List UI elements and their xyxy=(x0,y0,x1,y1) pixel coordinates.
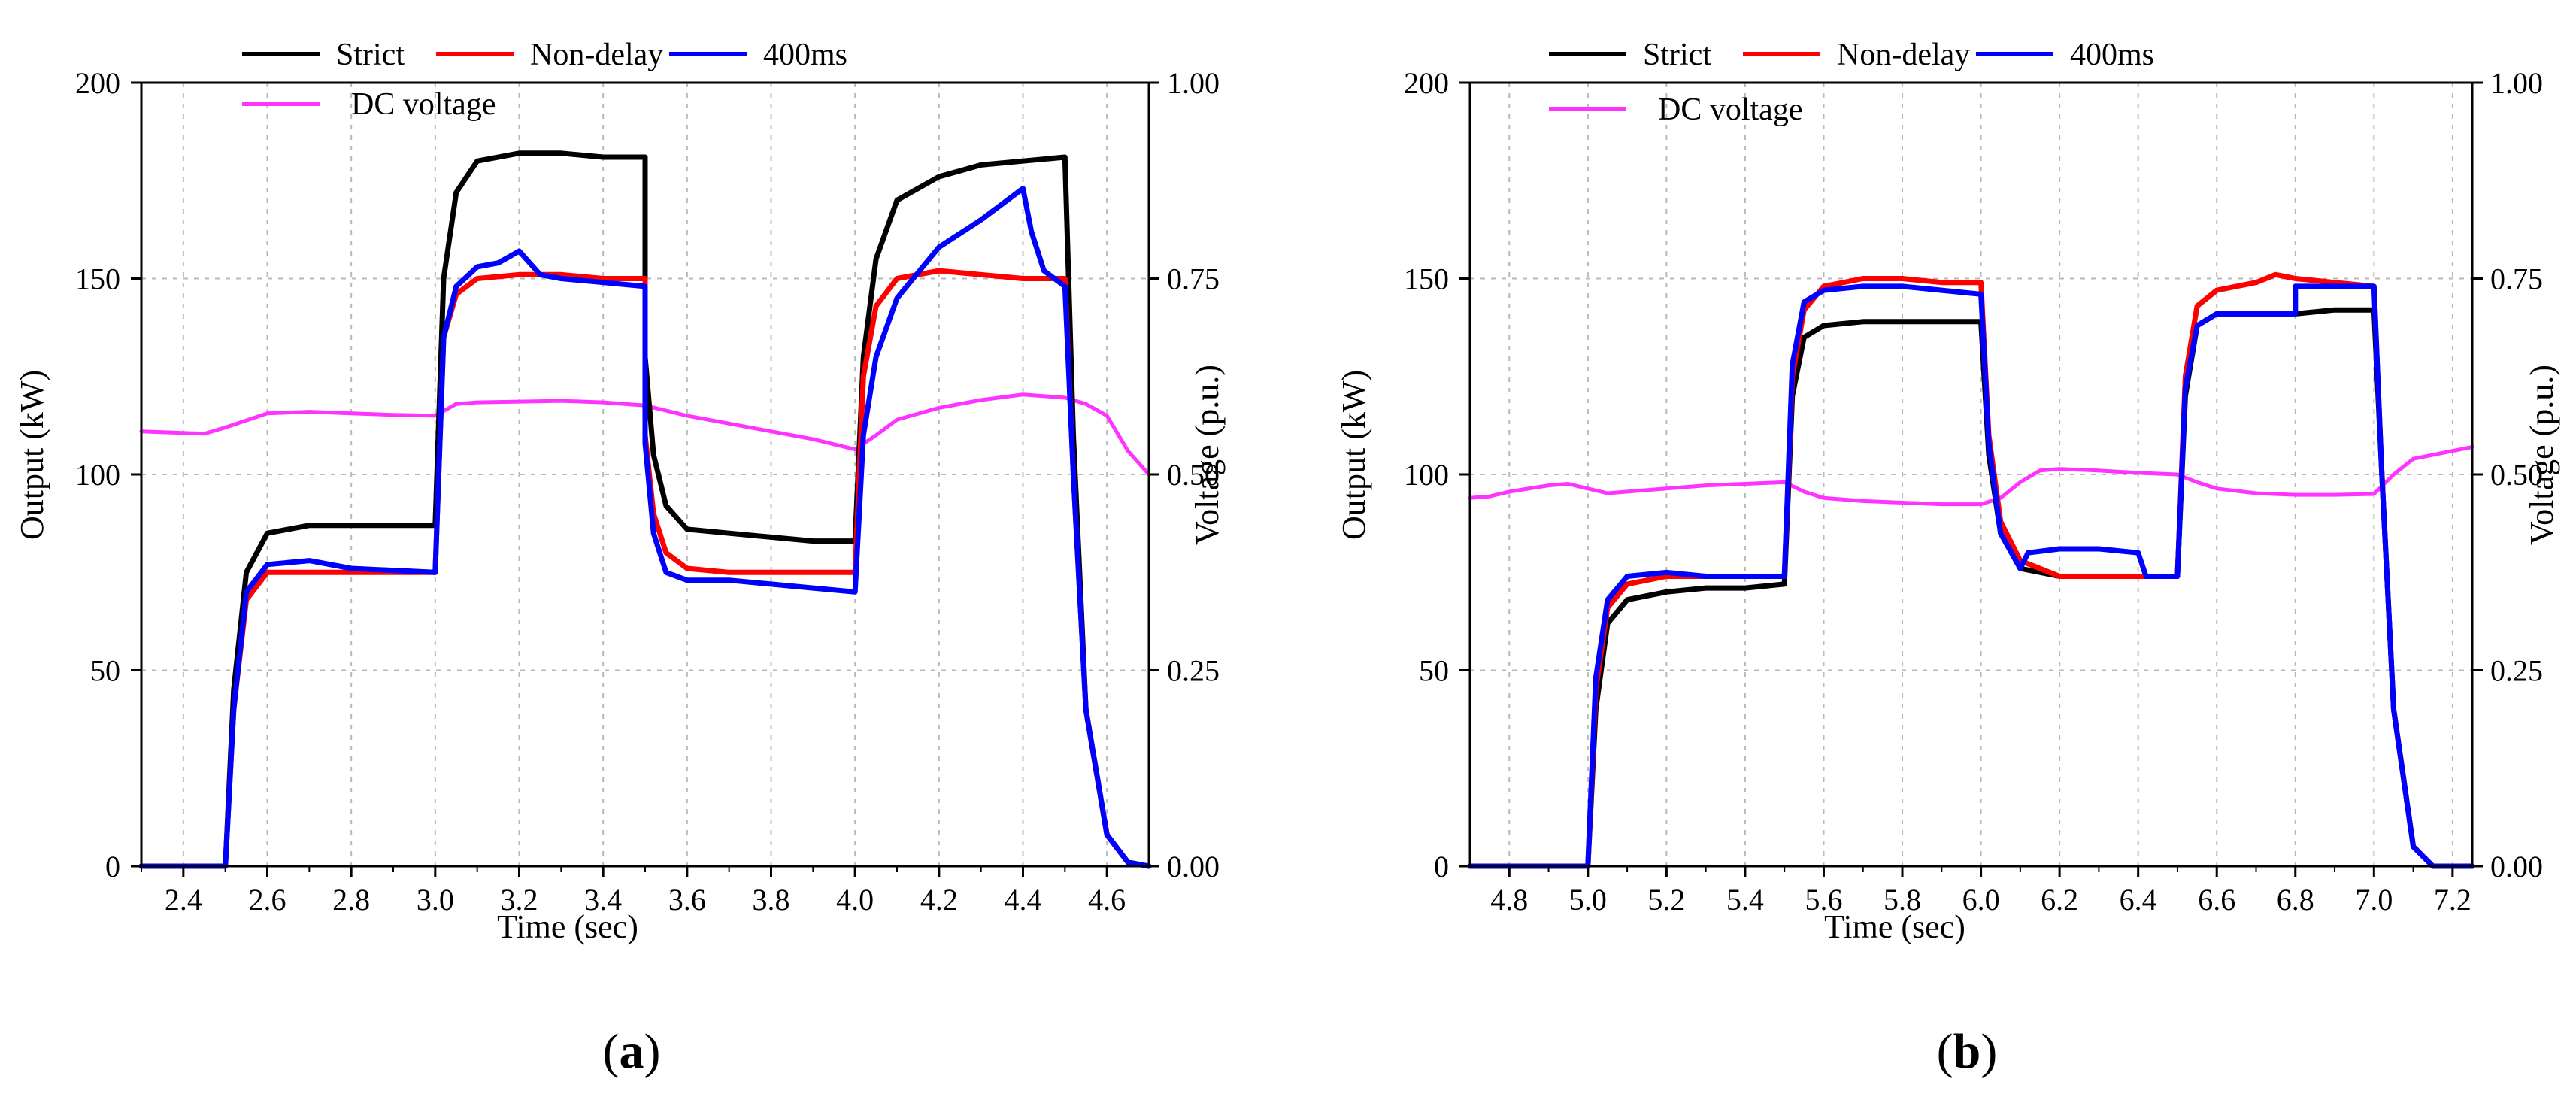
x-tick-label: 5.8 xyxy=(1884,883,1921,917)
series-layer xyxy=(1467,271,2475,869)
y2-tick-labels: 0.00 0.25 0.50 0.75 1.00 xyxy=(1149,66,1220,883)
y2-tick-label: 0.00 xyxy=(2490,850,2543,883)
x-tick-label: 3.2 xyxy=(501,883,538,917)
legend-label-strict: Strict xyxy=(336,38,405,72)
legend: Strict Non-delay 400ms DC voltage xyxy=(1549,38,2154,127)
series-line-dc-voltage xyxy=(1468,445,2474,507)
x-tick-label: 6.6 xyxy=(2198,883,2235,917)
x-axis-label: Time (sec) xyxy=(1824,908,1965,945)
caption-close-paren: ) xyxy=(1980,1024,1997,1079)
panel-caption-b: (b) xyxy=(1937,1024,1998,1079)
chart-panel-b: 4.8 5.0 5.2 5.4 5.6 5.8 6.0 6.2 6.4 6.6 6.8 7.0 7.2 … xyxy=(1335,38,2560,1079)
y-tick-label: 0 xyxy=(105,850,120,883)
caption-open-paren: ( xyxy=(603,1024,620,1079)
series-line-non-delay xyxy=(1467,271,2475,869)
x-tick-label: 6.0 xyxy=(1962,883,2000,917)
gridlines xyxy=(1470,83,2472,866)
y-tick-label: 100 xyxy=(1404,458,1449,492)
panel-caption-a: (a) xyxy=(603,1024,661,1079)
legend-label-400ms: 400ms xyxy=(763,38,847,72)
x-tick-label: 2.6 xyxy=(249,883,286,917)
y2-axis-label: Voltage (p.u.) xyxy=(2523,365,2560,545)
legend-label-non-delay: Non-delay xyxy=(1837,38,1970,72)
x-tick-label: 3.8 xyxy=(753,883,790,917)
legend-label-dc-voltage: DC voltage xyxy=(1658,92,1802,127)
x-tick-label: 2.8 xyxy=(332,883,370,917)
y-tick-label: 150 xyxy=(1404,262,1449,296)
x-tick-label: 6.8 xyxy=(2277,883,2314,917)
y-tick-label: 100 xyxy=(75,458,120,492)
legend-label-strict: Strict xyxy=(1643,38,1711,72)
legend: Strict Non-delay 400ms DC voltage xyxy=(242,38,847,122)
x-tick-label: 6.2 xyxy=(2041,883,2078,917)
series-line-non-delay xyxy=(138,268,1152,869)
x-tick-label: 5.0 xyxy=(1569,883,1607,917)
y-tick-label: 200 xyxy=(1404,66,1449,100)
x-tick-label: 5.6 xyxy=(1805,883,1842,917)
x-tick-label: 5.4 xyxy=(1726,883,1764,917)
x-tick-label: 4.0 xyxy=(836,883,874,917)
caption-open-paren: ( xyxy=(1937,1024,1953,1079)
y2-tick-label: 0.00 xyxy=(1167,850,1220,883)
x-tick-label: 4.6 xyxy=(1088,883,1126,917)
x-axis-label: Time (sec) xyxy=(497,908,638,945)
y-tick-label: 50 xyxy=(1419,654,1449,688)
legend-label-dc-voltage: DC voltage xyxy=(351,87,496,122)
y2-tick-label: 0.25 xyxy=(2490,654,2543,688)
x-tick-label: 7.2 xyxy=(2434,883,2471,917)
gridlines xyxy=(141,83,1149,866)
y-tick-label: 0 xyxy=(1434,850,1449,883)
caption-letter: a xyxy=(620,1024,644,1079)
series-line-400ms xyxy=(138,186,1152,869)
y-tick-label: 50 xyxy=(90,654,120,688)
y-tick-labels: 0 50 100 150 200 xyxy=(75,66,141,883)
x-tick-label: 3.0 xyxy=(417,883,454,917)
legend-label-non-delay: Non-delay xyxy=(530,38,663,72)
x-tick-label: 4.4 xyxy=(1005,883,1042,917)
x-tick-label: 2.4 xyxy=(165,883,202,917)
legend-label-400ms: 400ms xyxy=(2070,38,2154,72)
series-line-400ms xyxy=(1467,283,2475,869)
x-tick-label: 4.8 xyxy=(1490,883,1528,917)
x-tick-label: 4.2 xyxy=(920,883,958,917)
y-tick-labels: 0 50 100 150 200 xyxy=(1404,66,1470,883)
y-tick-label: 200 xyxy=(75,66,120,100)
y2-axis-label: Voltage (p.u.) xyxy=(1189,365,1226,545)
x-tick-label: 3.4 xyxy=(584,883,622,917)
y-tick-label: 150 xyxy=(75,262,120,296)
y2-tick-label: 1.00 xyxy=(2490,66,2543,100)
y2-tick-label: 0.75 xyxy=(1167,262,1220,296)
y2-tick-label: 0.25 xyxy=(1167,654,1220,688)
chart-panel-a: 2.4 2.6 2.8 3.0 3.2 3.4 3.6 3.8 4.0 4.2 4.4 4.6 0 50… xyxy=(14,38,1226,1079)
x-tick-label: 3.6 xyxy=(668,883,706,917)
x-tick-labels: 2.4 2.6 2.8 3.0 3.2 3.4 3.6 3.8 4.0 4.2 4.4 4.6 xyxy=(141,866,1126,917)
x-tick-labels: 4.8 5.0 5.2 5.4 5.6 5.8 6.0 6.2 6.4 6.6 6.8 7.0 7.2 xyxy=(1490,866,2471,917)
caption-close-paren: ) xyxy=(644,1024,661,1079)
y-axis-label: Output (kW) xyxy=(14,370,50,540)
x-tick-label: 7.0 xyxy=(2355,883,2393,917)
caption-letter: b xyxy=(1953,1024,1981,1079)
y-axis-label: Output (kW) xyxy=(1335,370,1372,540)
y2-tick-label: 0.75 xyxy=(2490,262,2543,296)
y2-tick-labels: 0.00 0.25 0.50 0.75 1.00 xyxy=(2472,66,2543,883)
y2-tick-label: 1.00 xyxy=(1167,66,1220,100)
series-line-strict xyxy=(138,150,1152,869)
y2-tick-label: 0.50 xyxy=(2490,458,2543,492)
series-line-dc-voltage xyxy=(139,392,1151,477)
x-tick-label: 5.2 xyxy=(1647,883,1685,917)
x-tick-label: 6.4 xyxy=(2120,883,2157,917)
series-layer xyxy=(138,150,1152,869)
y2-tick-label: 0.50 xyxy=(1167,458,1220,492)
